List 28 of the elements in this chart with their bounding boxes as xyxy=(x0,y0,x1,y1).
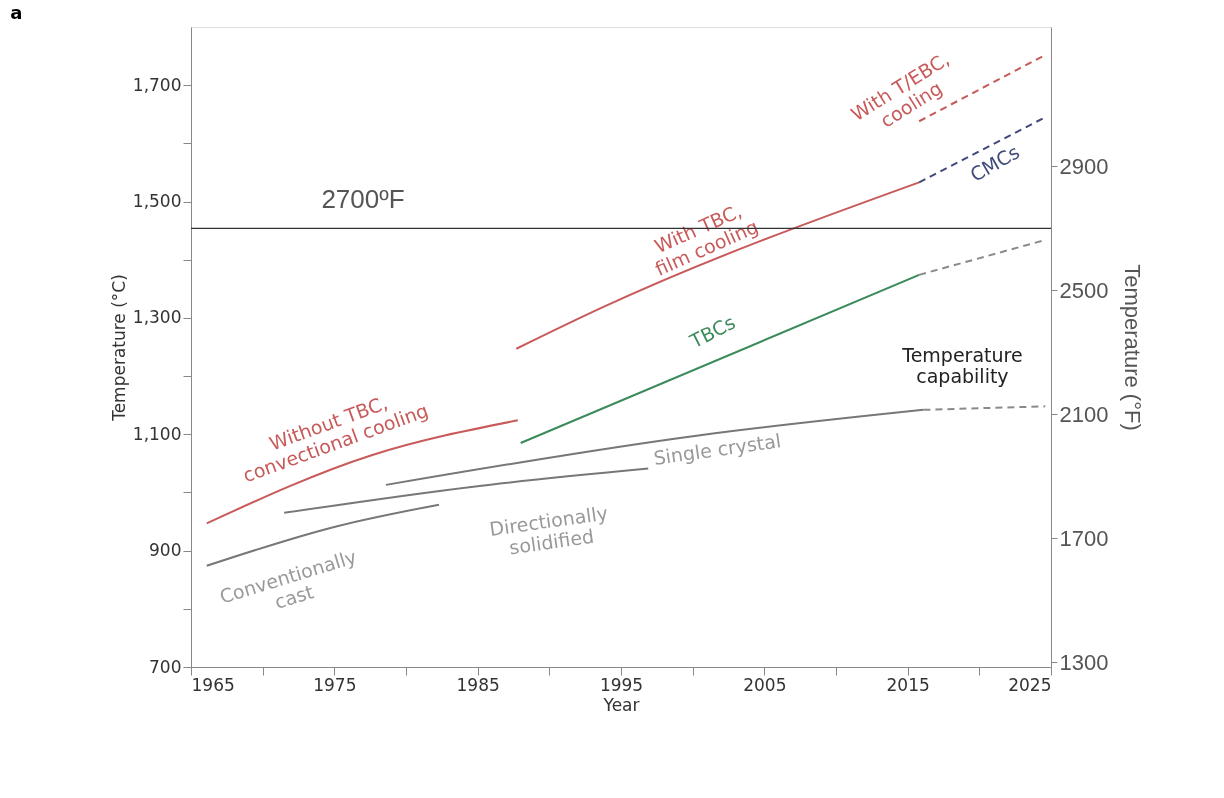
x-tick-label: 2015 xyxy=(886,674,930,695)
annotation: CMCs xyxy=(966,140,1023,186)
y-tick-label: 1,700 xyxy=(132,74,182,95)
y-tick-label: 1,100 xyxy=(132,423,182,444)
x-tick-label: 1995 xyxy=(599,674,644,695)
annotation: Directionally solidified xyxy=(488,501,610,559)
y-tick-label: 1,300 xyxy=(132,307,182,328)
x-tick-label: 1965 xyxy=(191,674,235,695)
text: a xyxy=(10,2,23,23)
y-tick-label: 700 xyxy=(149,656,182,677)
y2-tick-label: 1300 xyxy=(1059,649,1109,675)
y-tick-label: 1,500 xyxy=(132,191,182,212)
y2-tick-label: 2500 xyxy=(1059,277,1109,303)
y-axis-title: Temperature (°C) xyxy=(108,274,129,422)
x-tick-label: 1975 xyxy=(313,674,357,695)
y2-tick-label: 1700 xyxy=(1059,525,1109,551)
y2-tick-label: 2900 xyxy=(1059,153,1109,179)
annotation: Single crystal xyxy=(652,429,783,469)
x-tick-label: 1985 xyxy=(456,674,500,695)
ref-line-label: 2700ºF xyxy=(321,184,405,215)
x-tick-label: 2005 xyxy=(743,674,787,695)
y2-tick-label: 2100 xyxy=(1059,401,1109,427)
annotation: Temperature capability xyxy=(901,343,1023,387)
annotation: TBCs xyxy=(685,310,739,353)
y-tick-label: 900 xyxy=(149,540,182,561)
x-axis-title: Year xyxy=(602,694,640,715)
y2-axis-title: Temperature (°F) xyxy=(1120,264,1146,431)
x-tick-label: 2025 xyxy=(1008,674,1052,695)
